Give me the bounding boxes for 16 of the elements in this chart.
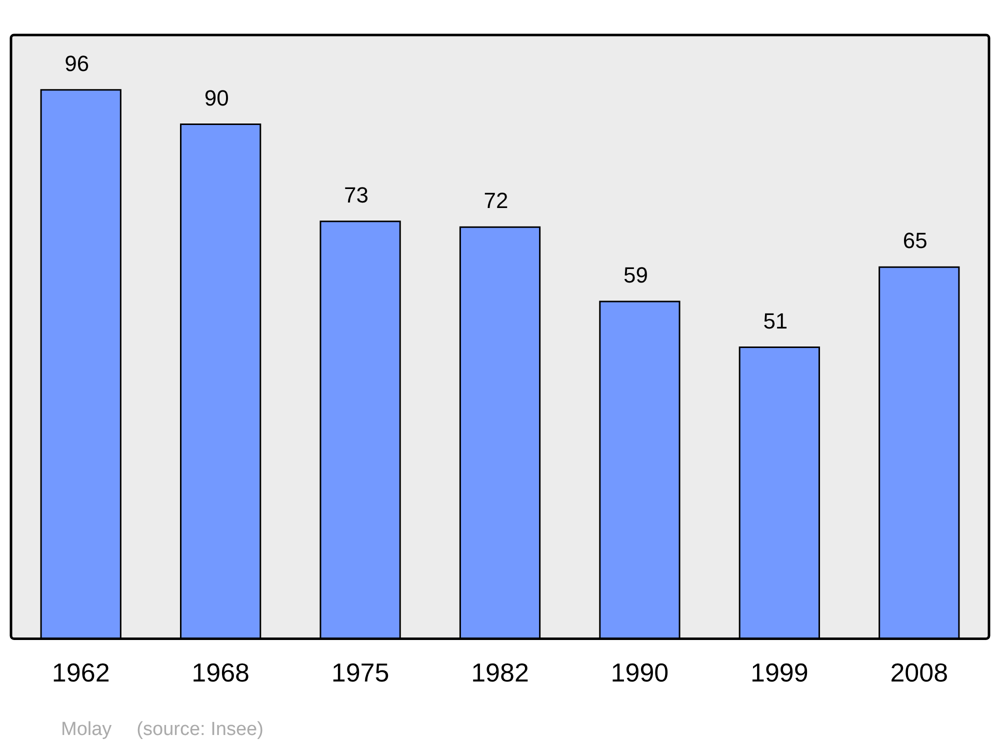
data-label: 51 — [763, 308, 788, 334]
x-tick-label: 2008 — [890, 658, 948, 688]
x-tick-label: 1999 — [750, 658, 808, 688]
text: Molay — [61, 719, 112, 740]
data-label: 65 — [902, 228, 928, 254]
data-label: 90 — [204, 85, 229, 110]
x-tick-label: 1968 — [192, 658, 250, 688]
x-tick-label: 1975 — [331, 658, 390, 688]
x-tick-label: 1982 — [471, 658, 529, 688]
x-tick-label: 1990 — [610, 658, 669, 688]
data-label: 73 — [344, 182, 369, 208]
data-label: 96 — [64, 50, 90, 76]
data-label: 59 — [623, 262, 648, 288]
text: (source: Insee) — [136, 719, 264, 740]
x-tick-label: 1962 — [52, 658, 110, 688]
data-label: 72 — [484, 188, 508, 214]
